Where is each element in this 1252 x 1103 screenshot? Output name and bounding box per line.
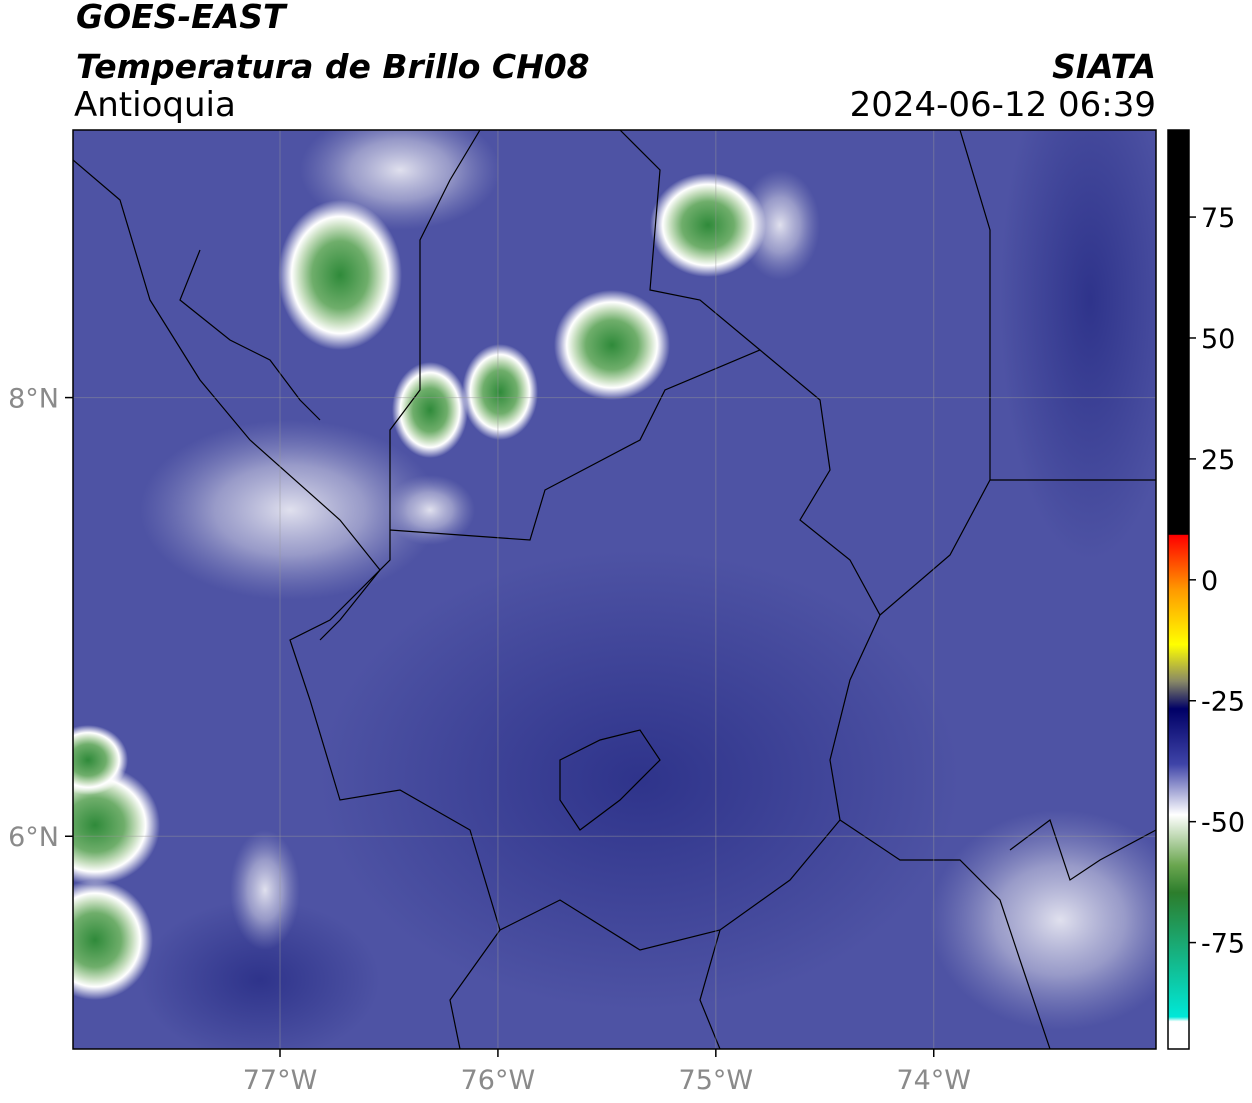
region: Antioquia [74, 85, 236, 125]
satellite-image [73, 130, 1156, 1049]
source: SIATA [1052, 47, 1156, 86]
datetime: 2024-06-12 06:39 [850, 85, 1156, 125]
x-tick-label: 77°W [243, 1065, 318, 1096]
colorbar-tick-label: 0 [1201, 566, 1218, 597]
map-frame [72, 129, 1157, 1050]
x-tick-label: 75°W [679, 1065, 754, 1096]
colorbar-tick-label: 75 [1201, 203, 1235, 234]
colorbar-tick-label: -50 [1201, 808, 1245, 839]
y-tick-label: 8°N [8, 384, 59, 415]
x-tick-label: 76°W [461, 1065, 536, 1096]
y-tick-label: 6°N [8, 822, 59, 853]
x-tick-label: 74°W [896, 1065, 971, 1096]
colorbar-tick-label: 50 [1201, 324, 1235, 355]
colorbar [1167, 129, 1190, 1050]
title: GOES-EAST [76, 0, 288, 36]
colorbar-tick-label: -75 [1201, 929, 1245, 960]
subtitle: Temperatura de Brillo CH08 [76, 47, 590, 86]
colorbar-tick-label: -25 [1201, 687, 1245, 718]
graticule [73, 130, 1156, 1049]
colorbar-tick-label: 25 [1201, 445, 1235, 476]
